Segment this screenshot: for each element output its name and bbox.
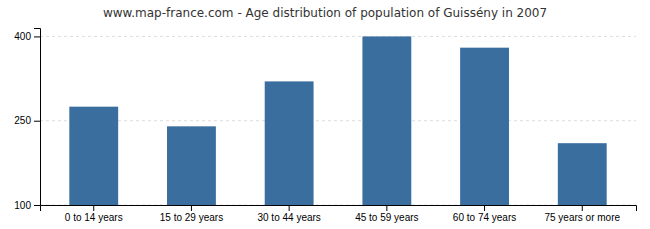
title: www.map-france.com - Age distribution of… — [103, 6, 547, 20]
bar — [69, 107, 118, 205]
tick-label: 60 to 74 years — [453, 212, 516, 223]
y-axis: 100 250 400 — [14, 29, 40, 211]
tick: 400 — [14, 31, 40, 42]
bar — [558, 143, 607, 205]
tick-mark — [93, 205, 94, 211]
tick-mark — [484, 205, 485, 211]
chart: 100 250 400 0 to 14 years 15 to 29 years 30 t… — [0, 0, 650, 229]
tick-mark — [386, 205, 387, 211]
tick-label: 75 years or more — [544, 212, 620, 223]
tick: 75 years or more — [544, 205, 620, 223]
axis-line — [41, 206, 637, 212]
tick-label: 250 — [14, 115, 31, 126]
bar — [362, 36, 411, 205]
bar — [265, 81, 314, 205]
axis-line — [34, 29, 41, 206]
tick-label: 100 — [14, 200, 31, 211]
grid — [40, 36, 636, 205]
plot: 100 250 400 0 to 14 years 15 to 29 years 30 t… — [14, 29, 636, 229]
tick-label: 400 — [14, 31, 31, 42]
tick-mark — [582, 205, 583, 211]
tick-label: 0 to 14 years — [65, 212, 123, 223]
tick: 60 to 74 years — [453, 205, 516, 223]
tick: 15 to 29 years — [160, 205, 223, 223]
tick: 100 — [14, 200, 40, 211]
tick-mark — [34, 36, 40, 37]
x-axis: 0 to 14 years 15 to 29 years 30 to 44 year… — [41, 205, 637, 223]
tick-label: 30 to 44 years — [257, 212, 320, 223]
bar — [167, 126, 216, 205]
tick: 45 to 59 years — [355, 205, 418, 223]
tick-label: 15 to 29 years — [160, 212, 223, 223]
grid-line — [40, 36, 636, 37]
tick-mark — [34, 121, 40, 122]
tick-mark — [289, 205, 290, 211]
tick: 250 — [14, 115, 40, 126]
tick: 30 to 44 years — [257, 205, 320, 223]
tick: 0 to 14 years — [65, 205, 123, 223]
bar — [460, 48, 509, 205]
grid-line — [40, 120, 636, 121]
bars — [69, 36, 606, 205]
tick-label: 45 to 59 years — [355, 212, 418, 223]
tick-mark — [34, 205, 40, 206]
tick-mark — [191, 205, 192, 211]
